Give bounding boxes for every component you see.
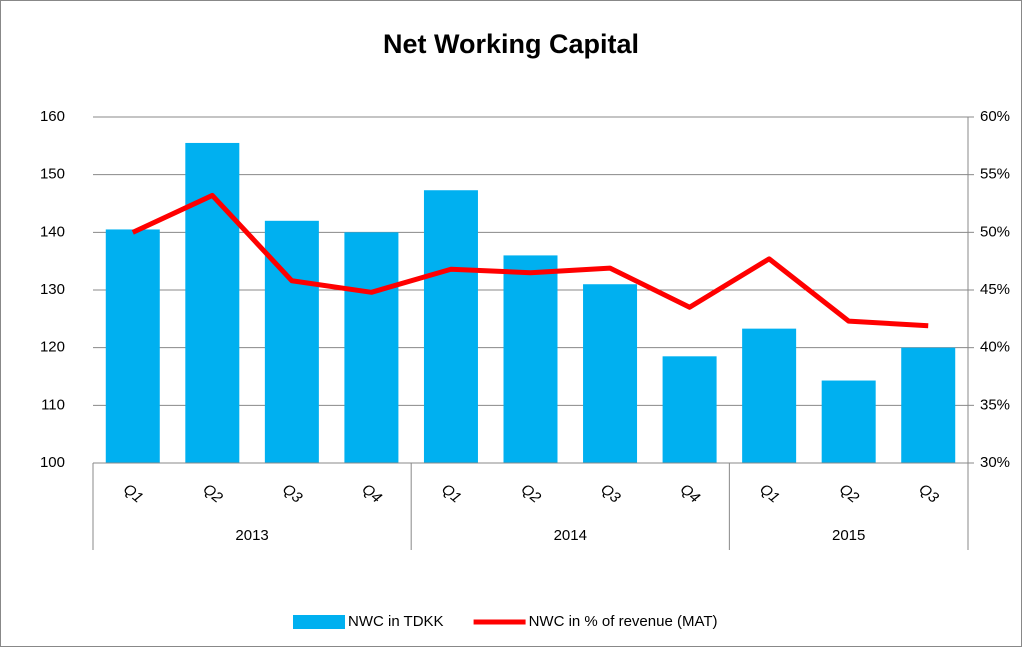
bar [821, 380, 876, 463]
y-tick-label: 130 [40, 281, 65, 298]
y-tick-label: 110 [41, 396, 65, 413]
bar [901, 347, 956, 463]
y-tick-label: 100 [40, 454, 65, 471]
bar [503, 255, 558, 463]
line [131, 192, 929, 329]
y2-tick-label: 40% [980, 339, 1010, 356]
group-label: 2015 [832, 527, 865, 544]
y2-tick-label: 50% [980, 223, 1010, 240]
y-tick-label: 150 [40, 166, 65, 183]
bar [583, 284, 638, 463]
y2-tick-label: 55% [980, 166, 1010, 183]
y2-tick-label: 30% [980, 454, 1010, 471]
group-label: 2013 [235, 527, 268, 544]
bar [105, 229, 160, 463]
y2-tick-label: 45% [980, 281, 1010, 298]
chart-title: Net Working Capital [383, 29, 639, 59]
y-tick-label: 120 [40, 339, 65, 356]
group-label: 2014 [554, 527, 587, 544]
legend-label: NWC in TDKK [348, 613, 444, 630]
legend-swatch [293, 615, 345, 629]
bar [423, 190, 478, 463]
y-tick-label: 140 [40, 223, 65, 240]
legend-label: NWC in % of revenue (MAT) [529, 613, 718, 630]
y2-tick-label: 60% [980, 108, 1010, 125]
bar [185, 142, 240, 463]
y-tick-label: 160 [40, 108, 65, 125]
bar [742, 328, 797, 463]
y2-tick-label: 35% [980, 396, 1010, 413]
bar [662, 356, 717, 463]
bar [344, 232, 399, 463]
